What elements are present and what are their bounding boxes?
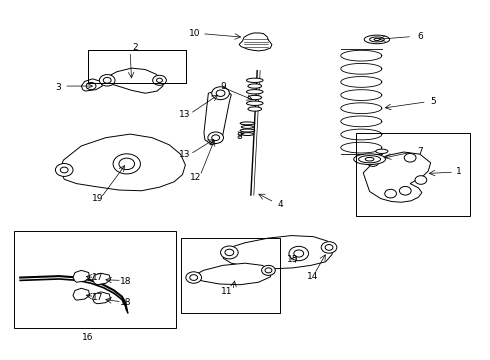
Ellipse shape	[376, 149, 388, 153]
Polygon shape	[363, 152, 431, 202]
Ellipse shape	[246, 101, 263, 105]
Ellipse shape	[359, 156, 381, 163]
Bar	[88, 50, 186, 83]
Circle shape	[157, 78, 162, 82]
Ellipse shape	[248, 107, 262, 111]
Ellipse shape	[240, 129, 255, 132]
Text: 11: 11	[220, 287, 232, 296]
Ellipse shape	[240, 122, 255, 125]
Polygon shape	[223, 235, 333, 269]
Bar	[88, 50, 186, 83]
Text: 19: 19	[92, 194, 103, 203]
Bar	[14, 231, 175, 328]
Bar	[180, 238, 280, 314]
Circle shape	[153, 75, 166, 85]
Circle shape	[262, 265, 275, 275]
Text: 14: 14	[307, 271, 318, 280]
Text: 17: 17	[92, 293, 103, 302]
Circle shape	[212, 87, 229, 100]
Circle shape	[385, 189, 396, 198]
Circle shape	[265, 268, 272, 273]
Polygon shape	[204, 90, 231, 145]
Text: 1: 1	[456, 167, 462, 176]
Text: 15: 15	[287, 255, 298, 264]
Circle shape	[404, 153, 416, 162]
Text: 17: 17	[92, 273, 103, 282]
Circle shape	[321, 242, 337, 253]
Circle shape	[103, 77, 111, 83]
Polygon shape	[93, 292, 111, 304]
Ellipse shape	[365, 157, 374, 161]
Ellipse shape	[364, 35, 390, 44]
Circle shape	[294, 250, 304, 257]
Text: 3: 3	[55, 83, 61, 92]
Circle shape	[208, 132, 223, 143]
Ellipse shape	[246, 78, 263, 82]
Circle shape	[99, 75, 115, 86]
Text: 9: 9	[220, 82, 226, 91]
Circle shape	[60, 167, 68, 173]
Ellipse shape	[242, 133, 253, 135]
Ellipse shape	[374, 39, 380, 41]
Circle shape	[113, 154, 141, 174]
Text: 13: 13	[179, 110, 190, 119]
Circle shape	[190, 275, 197, 280]
Text: 10: 10	[190, 29, 201, 38]
Polygon shape	[73, 270, 90, 282]
Ellipse shape	[242, 126, 253, 129]
Ellipse shape	[248, 95, 262, 100]
Polygon shape	[60, 134, 185, 191]
Ellipse shape	[369, 37, 384, 42]
Polygon shape	[239, 33, 272, 51]
Circle shape	[86, 82, 96, 90]
Circle shape	[415, 176, 427, 184]
Circle shape	[220, 246, 238, 259]
Circle shape	[212, 135, 220, 140]
Text: 4: 4	[277, 200, 283, 209]
Text: 16: 16	[82, 333, 94, 342]
Text: 6: 6	[417, 32, 423, 41]
Circle shape	[119, 158, 135, 170]
Text: 12: 12	[191, 173, 202, 182]
Ellipse shape	[248, 84, 262, 88]
Circle shape	[55, 163, 73, 176]
Text: 13: 13	[179, 150, 190, 159]
Circle shape	[325, 244, 333, 250]
Circle shape	[289, 246, 309, 261]
Circle shape	[225, 249, 234, 256]
Text: 18: 18	[120, 298, 131, 307]
Polygon shape	[73, 288, 90, 300]
Circle shape	[399, 186, 411, 195]
Circle shape	[186, 272, 201, 283]
Polygon shape	[81, 79, 102, 91]
Text: 2: 2	[132, 43, 138, 52]
Text: 18: 18	[120, 276, 131, 285]
Bar	[356, 134, 470, 216]
Circle shape	[367, 158, 379, 166]
Ellipse shape	[246, 90, 263, 94]
Text: 5: 5	[430, 96, 436, 105]
Circle shape	[216, 90, 225, 96]
Text: 8: 8	[236, 132, 242, 141]
Polygon shape	[187, 263, 272, 285]
Polygon shape	[93, 273, 111, 285]
Ellipse shape	[354, 154, 386, 165]
Text: 7: 7	[417, 147, 423, 156]
Polygon shape	[103, 68, 163, 93]
